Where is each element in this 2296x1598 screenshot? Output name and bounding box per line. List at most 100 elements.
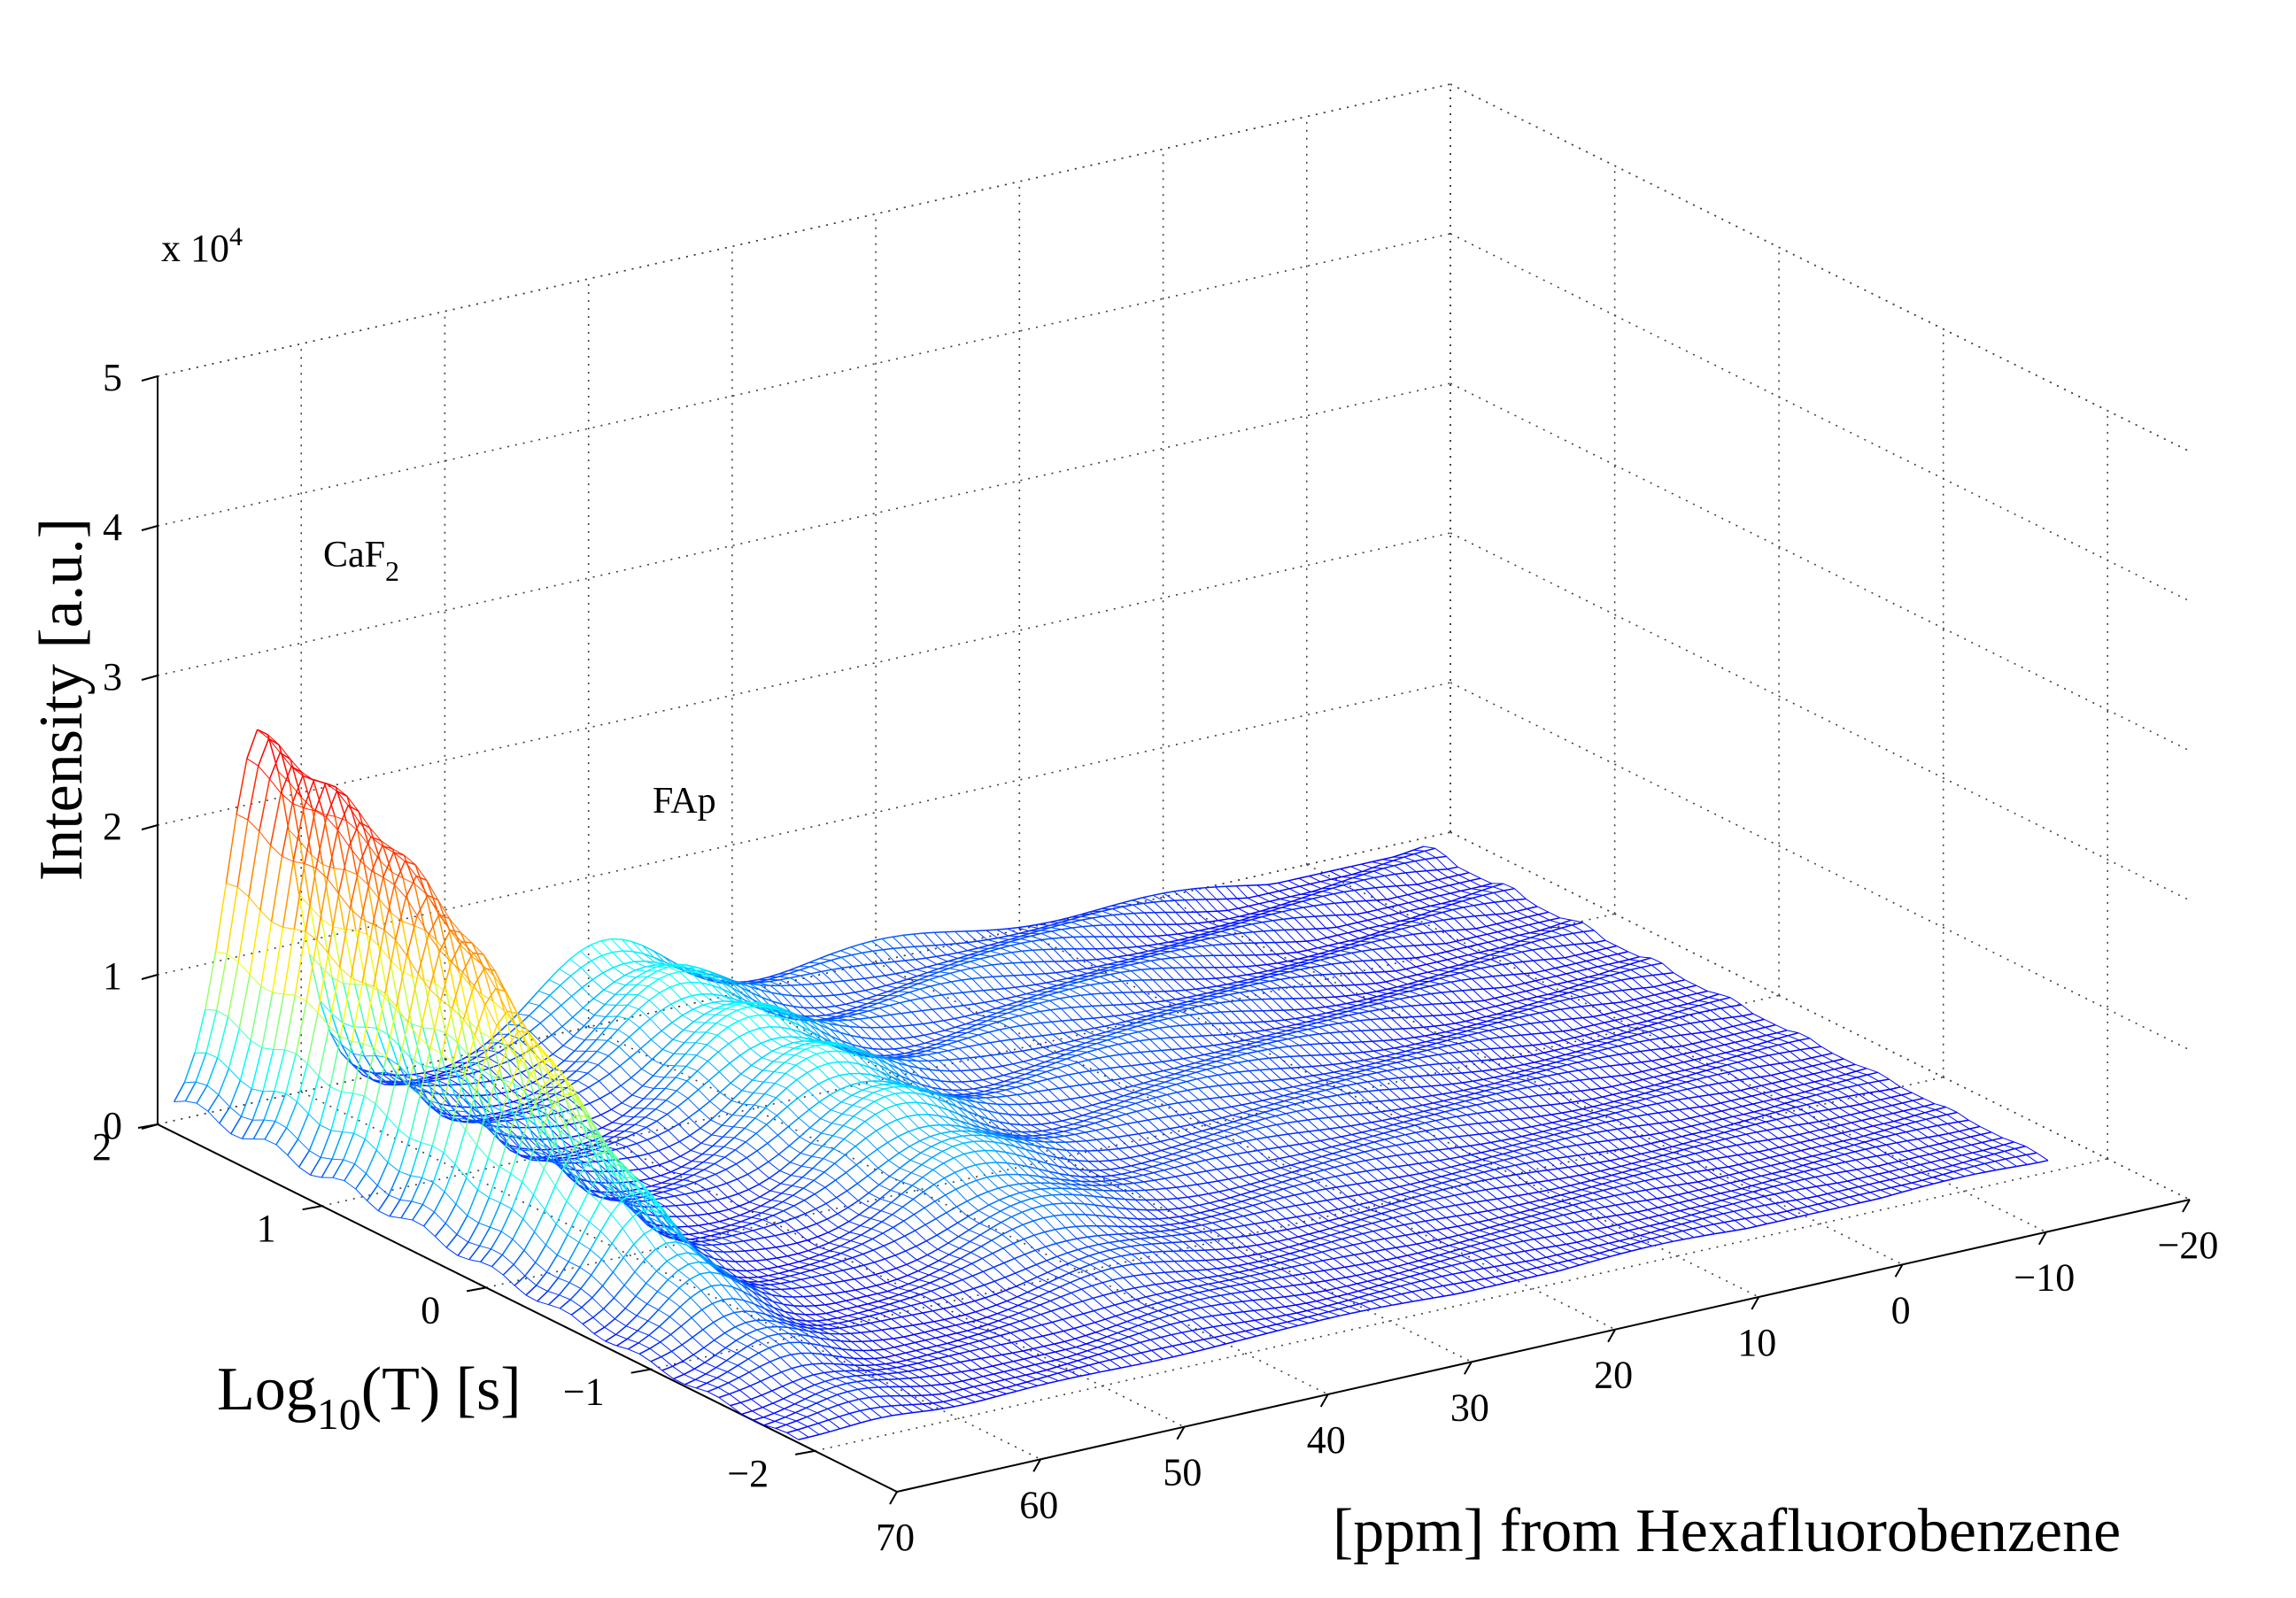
mesh-segment [380,861,392,873]
mesh-segment [1064,1046,1076,1051]
mesh-segment [1061,924,1073,929]
mesh-segment [1563,944,1574,946]
mesh-segment [1373,876,1387,887]
mesh-segment [943,1017,955,1022]
mesh-segment [1159,947,1171,952]
mesh-segment [1272,910,1283,915]
mesh-segment [715,1007,727,1015]
mesh-segment [1439,977,1451,983]
mesh-segment [808,957,820,963]
mesh-segment [1527,916,1540,923]
mesh-segment [1304,1015,1316,1018]
mesh-segment [1439,892,1450,897]
mesh-segment [584,1025,596,1030]
mesh-segment [1447,868,1459,876]
mesh-segment [1268,890,1279,894]
mesh-segment [336,790,348,798]
mesh-segment [1089,976,1101,980]
mesh-segment [1552,946,1565,959]
mesh-segment [1515,899,1527,909]
mesh-segment [938,1049,949,1054]
mesh-segment [1046,980,1057,984]
mesh-segment [679,971,692,983]
mesh-segment [930,983,941,987]
mesh-segment [961,1081,974,1090]
mesh-segment [606,1015,617,1017]
mesh-segment [261,992,274,1048]
mesh-segment [548,979,561,986]
mesh-segment [688,965,701,974]
mesh-segment [371,870,383,878]
mesh-segment [1239,987,1251,992]
mesh-segment [668,1123,679,1131]
mesh-segment [1218,918,1229,922]
mesh-segment [764,1093,777,1099]
mesh-segment [1095,959,1108,965]
mesh-segment [352,1092,365,1097]
mesh-segment [1372,867,1385,872]
mesh-segment [409,1076,421,1097]
mesh-segment [1345,900,1356,903]
mesh-segment [990,955,1003,965]
mesh-segment [798,961,810,968]
mesh-segment [695,1042,707,1046]
mesh-segment [283,993,296,996]
mesh-segment [321,919,333,978]
mesh-segment [1130,961,1141,966]
mesh-segment [1162,968,1174,980]
mesh-segment [1358,934,1371,939]
mesh-segment [308,953,321,1001]
mesh-segment [862,952,875,965]
mesh-segment [1137,1025,1149,1031]
mesh-segment [961,979,974,992]
mesh-segment [1508,937,1520,942]
mesh-segment [1404,860,1416,864]
mesh-segment [388,1000,401,1015]
mesh-segment [326,830,339,879]
mesh-segment [274,1049,286,1092]
mesh-segment [1149,953,1161,957]
mesh-segment [687,1089,700,1100]
mesh-segment [1428,981,1442,984]
mesh-segment [1575,960,1587,964]
mesh-segment [859,1016,870,1020]
mesh-segment [581,978,593,989]
mesh-segment [588,1080,599,1088]
mesh-segment [1035,984,1048,989]
mesh-segment [1003,1077,1016,1083]
mesh-segment [355,929,367,936]
mesh-segment [925,957,938,965]
mesh-segment [1225,884,1237,887]
mesh-segment [1565,962,1576,967]
mesh-segment [663,1065,676,1078]
mesh-segment [275,1144,289,1156]
mesh-segment [1153,901,1166,913]
mesh-segment [1158,1017,1170,1022]
mesh-segment [822,981,833,984]
mesh-segment [929,979,941,984]
mesh-segment [413,1072,424,1076]
mesh-segment [434,1069,446,1073]
mesh-segment [1383,864,1395,869]
mesh-segment [408,1095,421,1139]
mesh-segment [1327,945,1340,949]
mesh-segment [1351,952,1364,961]
mesh-segment [1551,937,1565,946]
mesh-segment [1436,961,1449,969]
mesh-segment [298,1150,310,1168]
mesh-segment [1582,922,1595,931]
mesh-segment [1250,999,1264,1012]
mesh-segment [314,783,327,812]
mesh-segment [344,929,356,985]
mesh-segment [806,1053,817,1060]
mesh-segment [1377,992,1388,998]
mesh-segment [282,861,294,928]
mesh-segment [1080,994,1093,1007]
mesh-segment [682,1168,693,1176]
mesh-segment [729,1054,741,1064]
mesh-segment [650,1038,663,1050]
mesh-segment [290,759,303,773]
mesh-segment [1289,971,1302,977]
mesh-segment [883,949,895,962]
mesh-segment [1317,1019,1328,1023]
